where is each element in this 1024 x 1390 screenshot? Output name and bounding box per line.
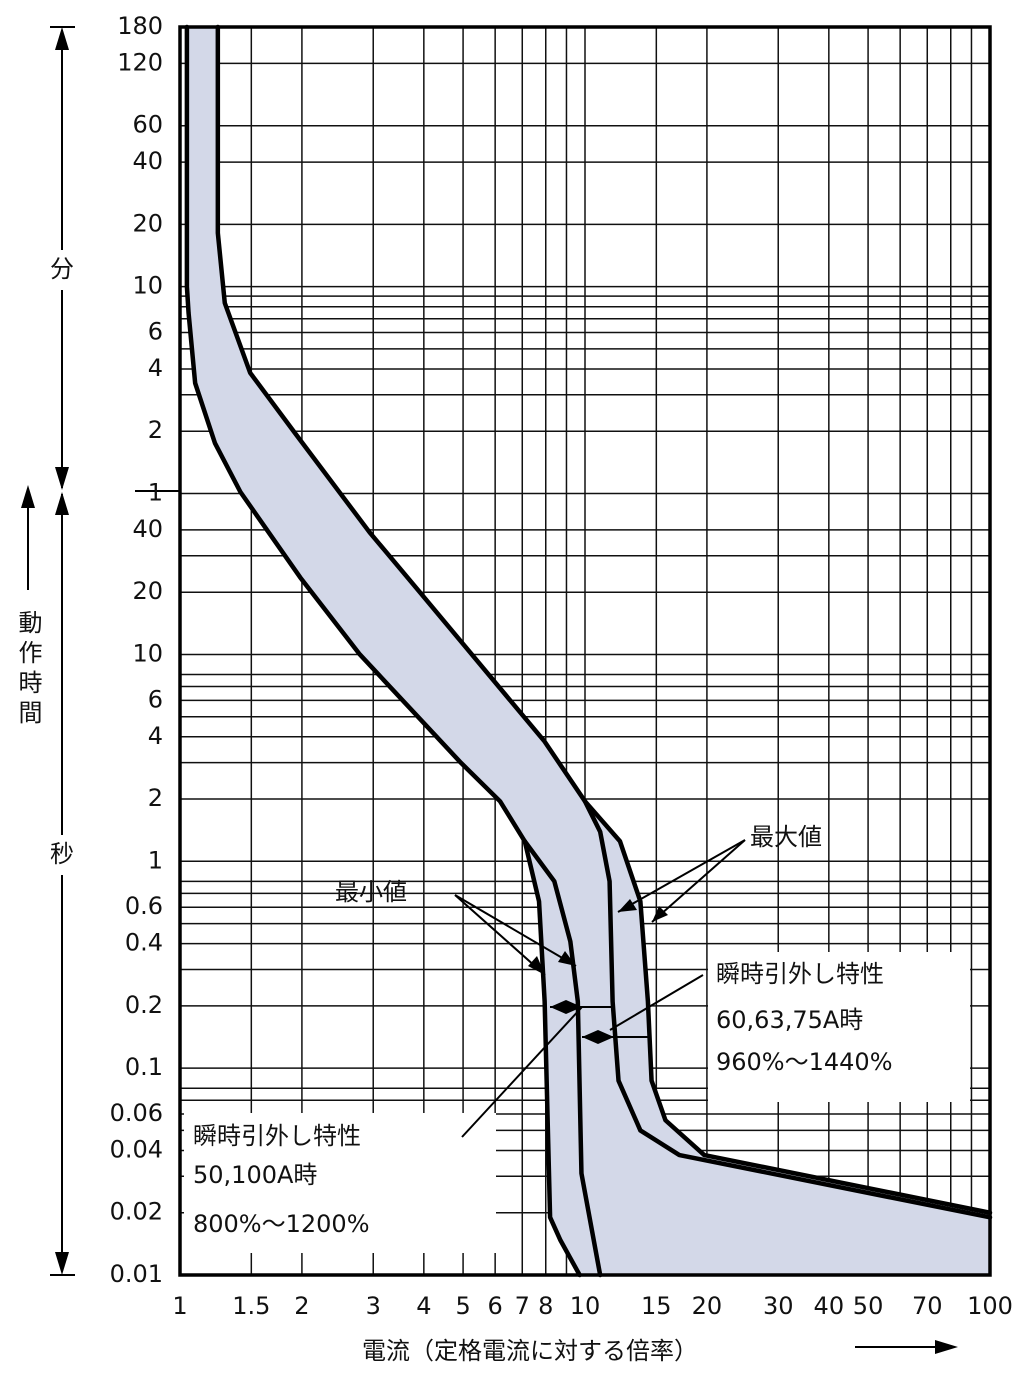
annotation: 960%～1440% [716,1048,893,1076]
y-unit-seconds: 秒 [50,840,74,868]
y-tick-label: 1 [148,478,163,506]
y-tick-label: 120 [117,48,163,76]
x-axis-label: 電流（定格電流に対する倍率） [362,1337,698,1365]
annotation: 60,63,75A時 [716,1006,863,1034]
x-tick-label: 70 [912,1292,943,1320]
plot-frame [178,25,992,1277]
annotation: 最小値 [335,878,407,906]
y-tick-label: 2 [148,784,163,812]
y-tick-label: 4 [148,722,163,750]
band [186,27,990,1275]
note-box [184,1113,496,1253]
curves [184,24,993,1278]
y-tick-label: 10 [132,272,163,300]
x-tick-label: 30 [763,1292,794,1320]
annotation: 瞬時引外し特性 [193,1122,361,1150]
y-unit-minutes: 分 [50,255,74,283]
y-tick-label: 4 [148,354,163,382]
y-tick-label: 40 [132,147,163,175]
curve [582,799,993,1220]
x-tick-label: 50 [853,1292,884,1320]
annotation: 最大値 [750,823,822,851]
x-tick-label: 15 [641,1292,672,1320]
time-axis-arrows [21,26,958,1354]
annotation: 50,100A時 [193,1161,317,1189]
y-tick-label: 0.04 [110,1135,163,1163]
y-tick-label: 0.2 [125,991,163,1019]
y-tick-label: 0.4 [125,929,163,957]
pointers [454,839,746,1138]
y-tick-label: 10 [132,639,163,667]
annotation: 800%～1200% [193,1210,370,1238]
y-axis-label: 動作時間 [14,610,42,730]
y-tick-label: 0.02 [110,1198,163,1226]
y-tick-label: 20 [132,209,163,237]
x-tick-label: 10 [570,1292,601,1320]
annotation: 瞬時引外し特性 [716,960,884,988]
y-tick-label: 60 [132,111,163,139]
x-tick-label: 6 [488,1292,503,1320]
x-tick-label: 1.5 [232,1292,270,1320]
x-tick-label: 100 [967,1292,1013,1320]
x-tick-label: 40 [814,1292,845,1320]
y-tick-label: 20 [132,577,163,605]
x-tick-label: 8 [538,1292,553,1320]
y-tick-label: 0.1 [125,1053,163,1081]
y-tick-label: 6 [148,685,163,713]
y-tick-label: 1 [148,846,163,874]
x-tick-label: 1 [172,1292,187,1320]
x-tick-label: 4 [416,1292,431,1320]
x-tick-label: 2 [294,1292,309,1320]
band-fill [186,27,990,1275]
x-tick-label: 3 [366,1292,381,1320]
y-tick-label: 0.06 [110,1099,163,1127]
x-tick-label: 7 [515,1292,530,1320]
curve [522,839,603,1278]
curve [184,24,582,1278]
x-tick-label: 20 [692,1292,723,1320]
y-tick-label: 0.6 [125,892,163,920]
y-tick-label: 180 [117,12,163,40]
y-tick-label: 40 [132,515,163,543]
y-tick-label: 0.01 [110,1260,163,1288]
y-tick-label: 6 [148,318,163,346]
curve [215,24,993,1215]
y-tick-label: 2 [148,416,163,444]
x-tick-label: 5 [455,1292,470,1320]
note-box [708,952,970,1102]
